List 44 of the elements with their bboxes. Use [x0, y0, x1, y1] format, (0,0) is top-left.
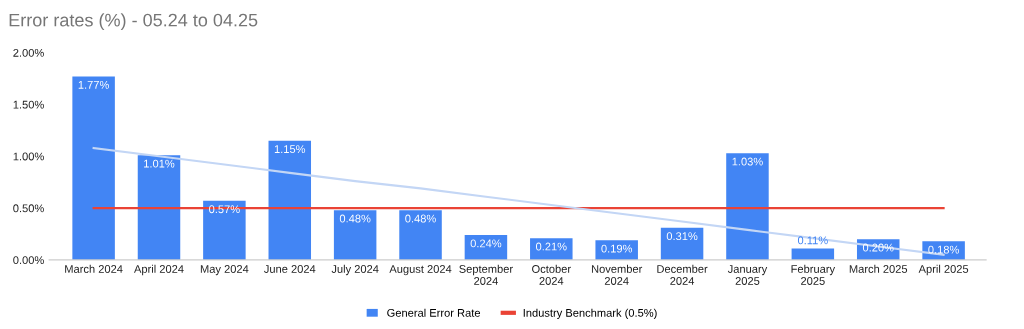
y-tick-label: 1.00% — [13, 152, 44, 161]
x-tick-label: March 2025 — [849, 264, 908, 273]
x-tick-label: April 2024 — [134, 264, 184, 276]
bar — [203, 200, 246, 260]
x-tick-label: April 2025 — [918, 264, 969, 276]
bar — [72, 76, 115, 260]
x-tick-label: March 2024 — [65, 264, 123, 273]
y-tick-label: 1.50% — [13, 100, 44, 109]
legend-label: Industry Benchmark (0.5%) — [523, 308, 657, 319]
data-label: 1.03% — [732, 157, 763, 166]
legend-label: General Error Rate — [387, 308, 481, 317]
x-tick-label: December 2024 — [657, 264, 708, 285]
y-tick-label: 2.00% — [13, 48, 44, 57]
x-tick-label: August 2024 — [389, 265, 452, 276]
data-label: 0.48% — [405, 214, 436, 223]
bar — [726, 153, 769, 260]
data-label: 1.15% — [274, 145, 306, 154]
bar — [333, 210, 377, 260]
data-label: 1.01% — [144, 159, 175, 168]
data-label: 0.48% — [339, 214, 371, 223]
y-tick-label: 0.00% — [13, 256, 44, 265]
x-tick-label: November 2024 — [591, 264, 643, 285]
x-tick-label: January 2025 — [727, 265, 768, 285]
x-tick-label: October 2024 — [532, 264, 571, 285]
bar — [660, 227, 704, 260]
data-label: 0.11% — [797, 236, 828, 245]
x-tick-label: June 2024 — [263, 265, 316, 273]
data-label: 0.19% — [601, 244, 633, 253]
x-tick-label: May 2024 — [200, 265, 249, 276]
bar — [530, 238, 573, 260]
data-label: 0.21% — [535, 242, 567, 251]
x-tick-label: July 2024 — [331, 264, 379, 276]
bar — [137, 155, 181, 260]
bar — [595, 240, 638, 260]
data-label: 0.31% — [666, 232, 698, 241]
bar — [268, 140, 312, 260]
y-tick-label: 0.50% — [13, 204, 44, 213]
data-label: 1.77% — [78, 80, 109, 89]
data-label: 0.24% — [470, 239, 502, 248]
x-tick-label: September 2024 — [459, 264, 513, 285]
x-tick-label: February 2025 — [791, 264, 836, 285]
bar — [399, 210, 442, 260]
chart-title: Error rates (%) - 05.24 to 04.25 — [9, 13, 258, 31]
data-label: 0.18% — [928, 245, 959, 254]
